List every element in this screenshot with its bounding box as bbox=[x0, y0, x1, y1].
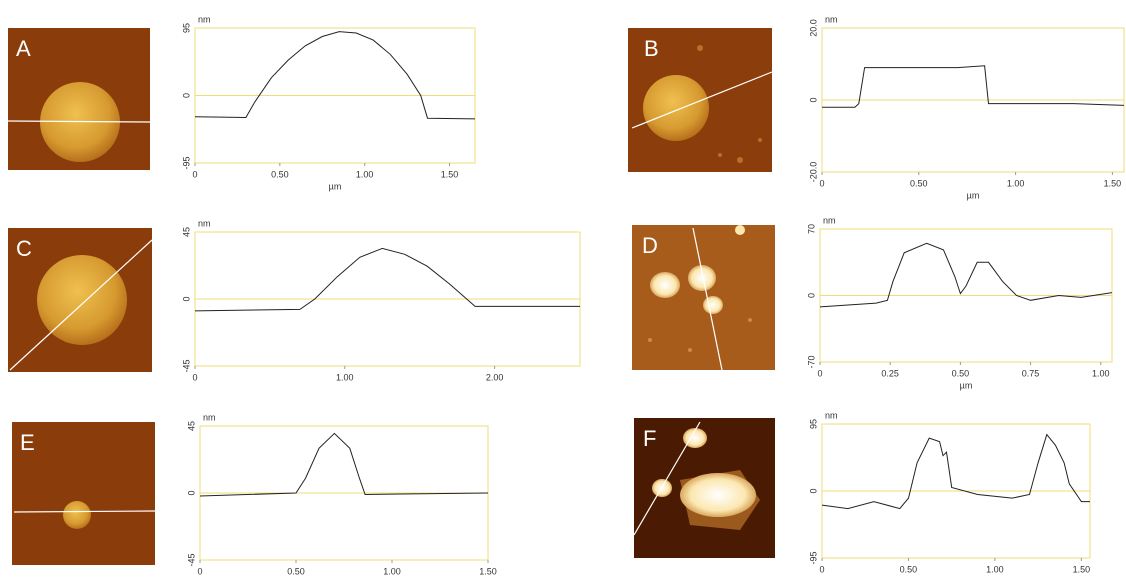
y-tick-label: 0 bbox=[181, 296, 191, 301]
y-tick-label: -70 bbox=[806, 355, 816, 368]
y-tick-label: 95 bbox=[808, 419, 818, 429]
x-tick-label: 1.50 bbox=[1073, 564, 1091, 574]
y-tick-label: -45 bbox=[186, 553, 196, 566]
y-tick-label: 45 bbox=[181, 227, 191, 237]
afm-image-a: A bbox=[7, 28, 151, 170]
x-tick-label: 1.50 bbox=[479, 566, 497, 576]
profile-line bbox=[821, 433, 1090, 510]
panel-letter: C bbox=[16, 236, 32, 261]
x-tick-label: 0 bbox=[192, 169, 197, 179]
x-tick-label: 2.00 bbox=[486, 372, 504, 382]
profile-line bbox=[194, 247, 580, 312]
y-axis-label: nm bbox=[825, 410, 838, 420]
x-tick-label: 0.50 bbox=[900, 564, 918, 574]
y-axis-label: nm bbox=[198, 218, 211, 228]
x-tick-label: 0 bbox=[819, 178, 824, 188]
x-tick-label: 1.50 bbox=[441, 169, 459, 179]
y-axis-label: nm bbox=[203, 412, 216, 422]
panel-letter: B bbox=[644, 36, 659, 61]
x-tick-label: 0 bbox=[817, 368, 822, 378]
x-tick-label: 0 bbox=[192, 372, 197, 382]
x-tick-label: 1.00 bbox=[1092, 368, 1110, 378]
y-tick-label: -95 bbox=[181, 156, 191, 169]
x-axis-label: µm bbox=[960, 380, 973, 390]
x-tick-label: 0 bbox=[197, 566, 202, 576]
y-tick-label: 95 bbox=[181, 23, 191, 33]
afm-image-d: D bbox=[632, 225, 775, 371]
y-tick-label: 0 bbox=[186, 490, 196, 495]
panel-letter: F bbox=[643, 426, 656, 451]
profile-line bbox=[819, 242, 1113, 308]
x-tick-label: 1.50 bbox=[1104, 178, 1122, 188]
profile-line bbox=[822, 65, 1125, 108]
y-tick-label: -20.0 bbox=[808, 162, 818, 183]
x-tick-label: 0.50 bbox=[952, 368, 970, 378]
y-tick-label: 0 bbox=[181, 93, 191, 98]
x-tick-label: 1.00 bbox=[1007, 178, 1025, 188]
x-tick-label: 0.50 bbox=[287, 566, 305, 576]
y-axis-label: nm bbox=[823, 215, 836, 225]
afm-image-c: C bbox=[8, 228, 153, 372]
panel-letter: D bbox=[642, 233, 658, 258]
y-axis-label: nm bbox=[825, 14, 838, 24]
x-tick-label: 1.00 bbox=[383, 566, 401, 576]
afm-image-e: E bbox=[12, 422, 156, 565]
y-axis-label: nm bbox=[198, 14, 211, 24]
afm-image-b: B bbox=[628, 28, 773, 172]
y-tick-label: -45 bbox=[181, 359, 191, 372]
y-tick-label: 20.0 bbox=[808, 19, 818, 37]
x-tick-label: 0 bbox=[819, 564, 824, 574]
y-tick-label: -95 bbox=[808, 551, 818, 564]
y-tick-label: 45 bbox=[186, 421, 196, 431]
x-axis-label: µm bbox=[329, 181, 342, 191]
y-tick-label: 0 bbox=[806, 293, 816, 298]
x-tick-label: 1.00 bbox=[986, 564, 1004, 574]
x-tick-label: 1.00 bbox=[336, 372, 354, 382]
y-tick-label: 70 bbox=[806, 224, 816, 234]
y-tick-label: 0 bbox=[808, 97, 818, 102]
x-tick-label: 0.75 bbox=[1022, 368, 1040, 378]
panel-letter: A bbox=[16, 36, 31, 61]
panel-letter: E bbox=[20, 430, 35, 455]
y-tick-label: 0 bbox=[808, 488, 818, 493]
x-tick-label: 0.25 bbox=[881, 368, 899, 378]
profile-line bbox=[199, 432, 489, 497]
x-axis-label: µm bbox=[967, 190, 980, 200]
afm-image-f: F bbox=[633, 418, 775, 558]
x-tick-label: 0.50 bbox=[910, 178, 928, 188]
profile-line bbox=[194, 31, 476, 120]
x-tick-label: 1.00 bbox=[356, 169, 374, 179]
x-tick-label: 0.50 bbox=[271, 169, 289, 179]
